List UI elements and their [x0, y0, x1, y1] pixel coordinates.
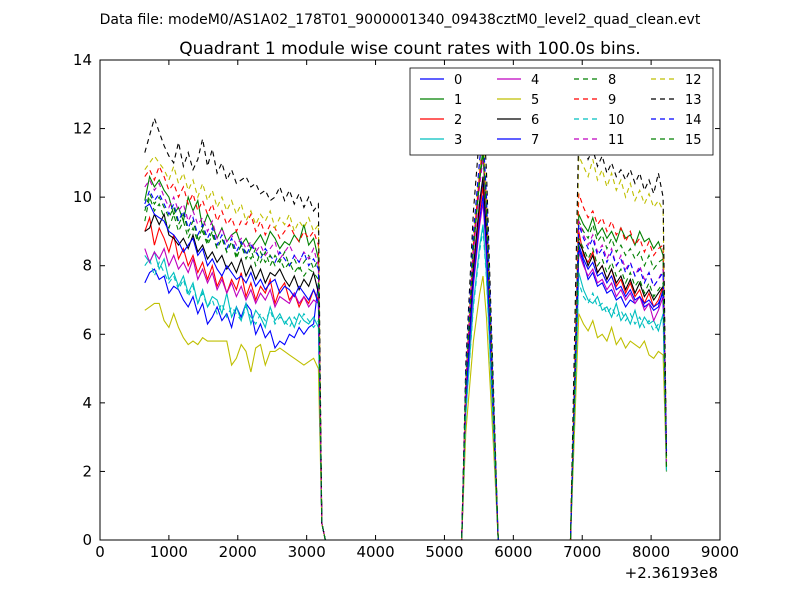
axis-ticks: 0 1000 2000 3000 4000 5000 6000 7000 8000 9000 0 2 4… — [73, 51, 739, 561]
series-line-6 — [144, 176, 668, 540]
x-tick-label: 0 — [95, 543, 105, 561]
legend-label-6: 6 — [531, 113, 539, 128]
series-line-2 — [144, 186, 668, 540]
y-tick-label: 2 — [82, 462, 92, 480]
legend-label-7: 7 — [531, 133, 539, 148]
y-tick-label: 0 — [82, 531, 92, 549]
x-tick-label: 5000 — [425, 543, 463, 561]
legend-label-3: 3 — [454, 133, 462, 148]
x-tick-label: 1000 — [150, 543, 188, 561]
series-line-0 — [144, 183, 668, 540]
legend-label-11: 11 — [608, 133, 625, 148]
legend-label-1: 1 — [454, 93, 462, 108]
x-tick-label: 7000 — [563, 543, 601, 561]
series-line-14 — [144, 131, 668, 540]
series-line-13 — [144, 102, 668, 540]
series-line-3 — [144, 224, 668, 540]
y-tick-label: 6 — [82, 325, 92, 343]
legend-label-12: 12 — [685, 73, 702, 88]
x-axis-offset-label: +2.36193e8 — [625, 564, 718, 582]
series-line-11 — [144, 159, 668, 540]
x-tick-label: 8000 — [632, 543, 670, 561]
x-tick-label: 3000 — [288, 543, 326, 561]
series-line-5 — [144, 275, 668, 540]
series-line-4 — [144, 202, 668, 540]
legend-frame — [409, 67, 714, 156]
x-tick-label: 9000 — [701, 543, 739, 561]
series-line-1 — [144, 154, 668, 540]
series-line-10 — [144, 229, 668, 540]
series-line-7 — [144, 195, 668, 540]
y-tick-label: 10 — [73, 188, 92, 206]
x-tick-label: 2000 — [219, 543, 257, 561]
series-layer — [144, 102, 668, 540]
x-tick-label: 4000 — [356, 543, 394, 561]
legend-label-15: 15 — [685, 133, 702, 148]
chart-title: Quadrant 1 module wise count rates with … — [179, 39, 640, 59]
legend-label-8: 8 — [608, 73, 616, 88]
legend-label-10: 10 — [608, 113, 625, 128]
series-line-8 — [144, 152, 668, 540]
series-line-15 — [144, 149, 668, 540]
legend-label-14: 14 — [685, 113, 702, 128]
series-line-9 — [144, 145, 668, 540]
legend-label-5: 5 — [531, 93, 539, 108]
legend-label-0: 0 — [454, 73, 462, 88]
series-line-12 — [144, 135, 668, 540]
plot-frame — [99, 59, 721, 541]
x-tick-label: 6000 — [494, 543, 532, 561]
legend-label-4: 4 — [531, 73, 539, 88]
figure-suptitle: Data file: modeM0/AS1A02_178T01_90000013… — [100, 12, 701, 28]
y-tick-label: 14 — [73, 51, 92, 69]
legend-label-2: 2 — [454, 113, 462, 128]
legend-label-13: 13 — [685, 93, 702, 108]
legend-label-9: 9 — [608, 93, 616, 108]
y-tick-label: 12 — [73, 120, 92, 138]
y-tick-label: 8 — [82, 257, 92, 275]
y-tick-label: 4 — [82, 394, 92, 412]
